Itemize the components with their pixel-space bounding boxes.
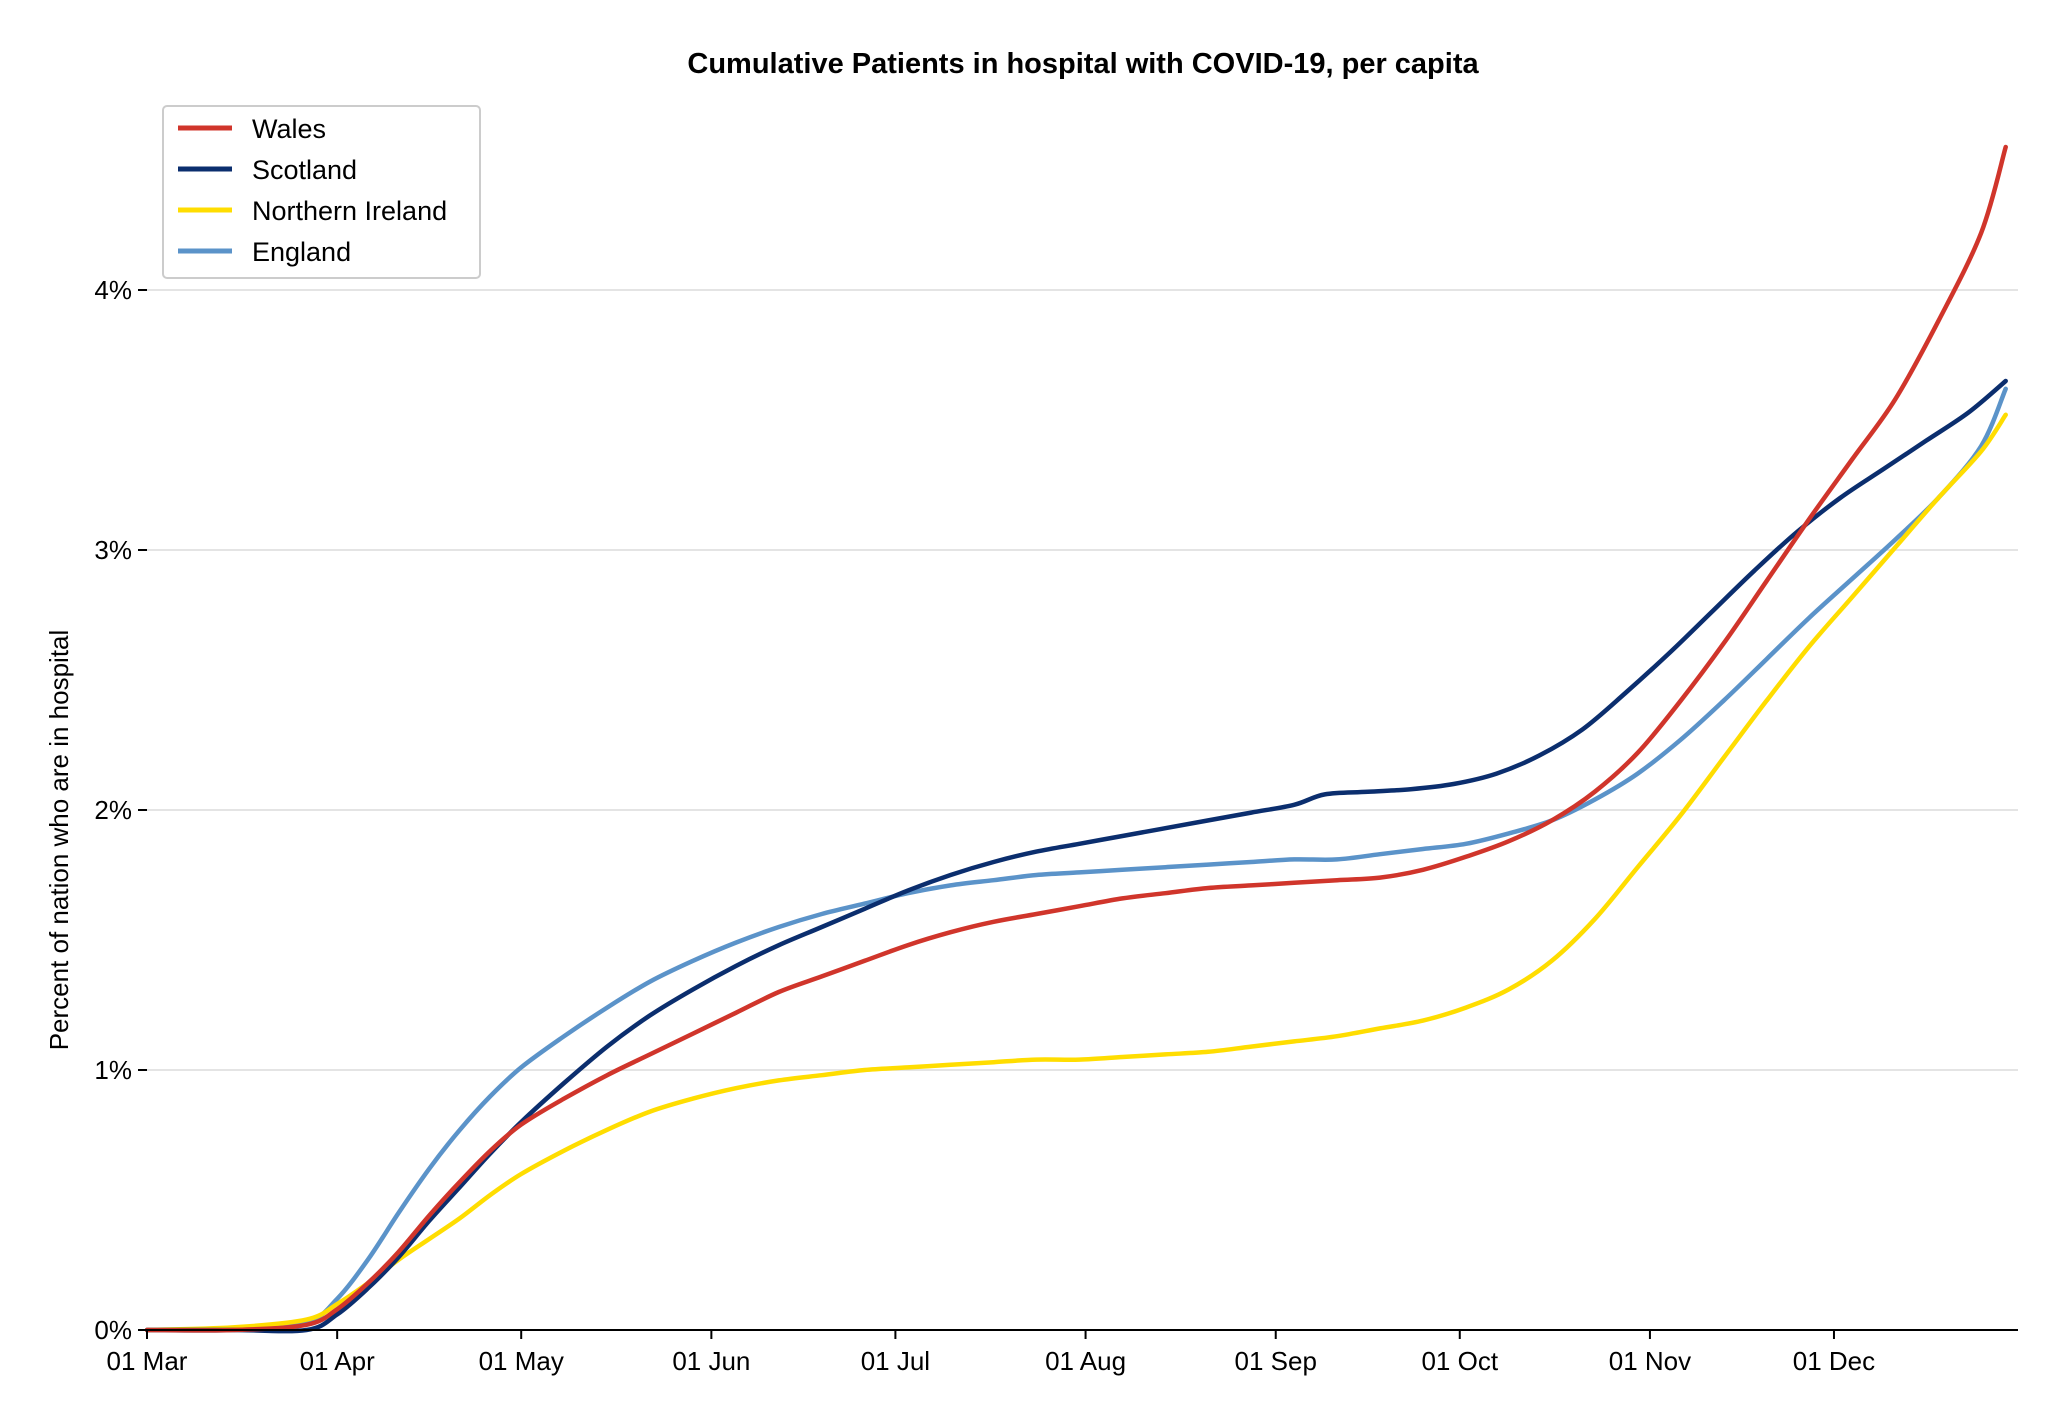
x-tick-label: 01 Mar <box>107 1346 188 1376</box>
legend-box <box>162 105 481 279</box>
x-tick-label: 01 Oct <box>1421 1346 1498 1376</box>
y-tick-label: 1% <box>94 1055 132 1085</box>
series-lines <box>144 144 2008 1334</box>
y-tick-label: 3% <box>94 535 132 565</box>
y-tick-label: 2% <box>94 795 132 825</box>
gridlines <box>147 289 2018 1071</box>
series-line-wales <box>144 144 2008 1333</box>
legend: Wales Scotland Northern Ireland England <box>162 105 481 279</box>
legend-label-wales: Wales <box>252 114 326 144</box>
x-tick-label: 01 Jul <box>861 1346 930 1376</box>
x-tick-label: 01 Nov <box>1609 1346 1691 1376</box>
x-tick-label: 01 Apr <box>300 1346 376 1376</box>
legend-entries: Wales Scotland Northern Ireland England <box>178 114 447 267</box>
chart-title: Cumulative Patients in hospital with COV… <box>687 48 1479 80</box>
x-tick-label: 01 Aug <box>1045 1346 1126 1376</box>
series-line-northern-ireland <box>144 412 2008 1333</box>
y-tick-label: 4% <box>94 275 132 305</box>
x-tick-label: 01 Sep <box>1235 1346 1317 1376</box>
legend-label-scotland: Scotland <box>252 155 357 185</box>
x-axis-ticks: 01 Mar 01 Apr 01 May 01 Jun 01 Jul 01 Aug 01 S… <box>107 1330 1875 1376</box>
x-tick-label: 01 Dec <box>1793 1346 1875 1376</box>
y-axis-ticks: 0% 1% 2% 3% 4% <box>94 275 147 1345</box>
y-axis-label: Percent of nation who are in hospital <box>44 630 74 1051</box>
legend-label-northern-ireland: Northern Ireland <box>252 196 447 226</box>
series-line-england <box>144 386 2008 1333</box>
x-tick-label: 01 May <box>479 1346 564 1376</box>
series-line-scotland <box>144 378 2008 1334</box>
legend-label-england: England <box>252 237 351 267</box>
y-tick-label: 0% <box>94 1315 132 1345</box>
x-tick-label: 01 Jun <box>672 1346 750 1376</box>
